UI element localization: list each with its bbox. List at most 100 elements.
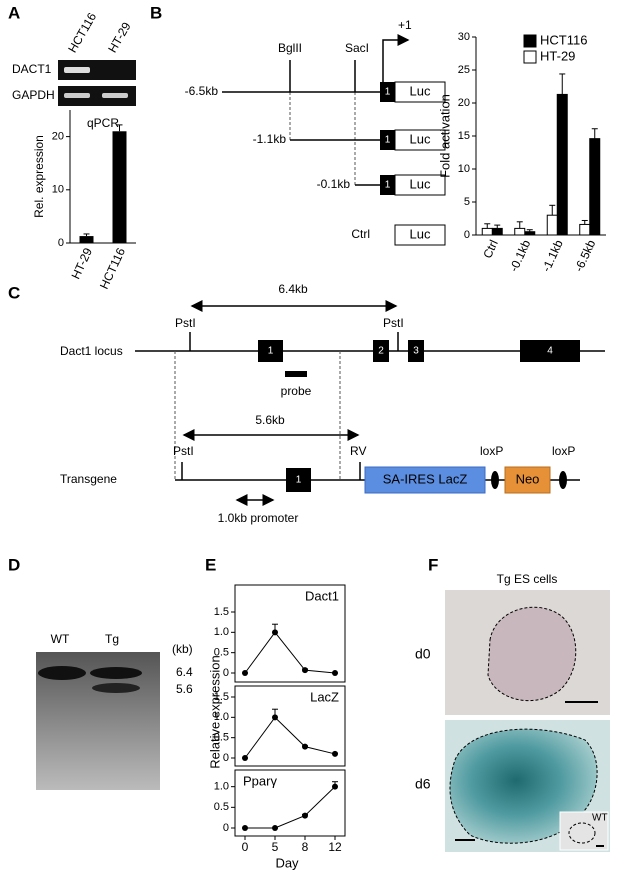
size-label: 5.6kb bbox=[255, 413, 285, 427]
exon-label: 1 bbox=[385, 87, 391, 98]
exon-box bbox=[408, 340, 424, 362]
neo-box bbox=[504, 466, 551, 494]
site-label: PstI bbox=[173, 444, 194, 458]
x-tick-label: HCT116 bbox=[97, 245, 128, 291]
y-tick-label: 1.0 bbox=[214, 711, 229, 723]
y-tick-label: 10 bbox=[52, 184, 64, 196]
panel-title: Tg ES cells bbox=[497, 572, 558, 586]
luc-label: Luc bbox=[410, 176, 431, 191]
x-tick-label: HT-29 bbox=[69, 245, 96, 281]
lane-label: WT bbox=[51, 632, 70, 646]
exon-box bbox=[380, 130, 395, 150]
row-label: Dact1 locus bbox=[60, 344, 123, 358]
exon-label: 1 bbox=[296, 475, 302, 486]
bar bbox=[514, 227, 526, 236]
line bbox=[244, 631, 336, 674]
exon-box bbox=[286, 468, 311, 492]
x-axis-label: Day bbox=[275, 855, 299, 870]
loxp bbox=[559, 471, 567, 489]
gel-band bbox=[102, 93, 128, 98]
bar bbox=[556, 93, 568, 236]
point bbox=[302, 667, 308, 674]
size-label: 6.4kb bbox=[278, 282, 308, 296]
exon-box bbox=[520, 340, 580, 362]
exon-label: 1 bbox=[385, 180, 391, 191]
loxp-label: loxP bbox=[480, 444, 503, 458]
band-label: 5.6 bbox=[176, 682, 193, 696]
probe-bar bbox=[285, 371, 307, 377]
y-tick-label: 1.0 bbox=[214, 781, 229, 793]
exon-label: 4 bbox=[547, 346, 553, 357]
gel-band bbox=[92, 683, 140, 693]
gel-strip bbox=[58, 60, 136, 80]
panel-label: D bbox=[8, 555, 20, 574]
y-tick-label: 5 bbox=[464, 196, 470, 208]
loxp bbox=[491, 471, 499, 489]
day-label: d6 bbox=[415, 776, 431, 792]
bar bbox=[79, 236, 94, 243]
lane-label: HT-29 bbox=[105, 20, 134, 56]
y-tick-label: 0.5 bbox=[214, 732, 229, 744]
row-label: GAPDH bbox=[12, 88, 55, 102]
panel-labels: A B C D E F bbox=[8, 3, 438, 574]
construct-label: -1.1kb bbox=[253, 132, 287, 146]
bar bbox=[491, 227, 503, 236]
chart-title: Pparγ bbox=[243, 773, 277, 788]
legend-swatch bbox=[523, 50, 537, 64]
panel-c-diagram: Dact1 locus Transgene PstI PstI 6.4kb 1 … bbox=[60, 282, 605, 525]
site-label: RV bbox=[350, 444, 366, 458]
x-tick-label: 0 bbox=[242, 840, 249, 854]
x-tick-label: 12 bbox=[328, 840, 342, 854]
panel-label: E bbox=[205, 555, 216, 574]
plot-frame bbox=[234, 685, 346, 767]
y-axis-label: Relative expression bbox=[207, 655, 222, 768]
gel-band bbox=[64, 67, 90, 73]
luc-label: Luc bbox=[410, 131, 431, 146]
neo-label: Neo bbox=[516, 471, 540, 486]
construct-label: -0.1kb bbox=[317, 177, 351, 191]
lane-label: Tg bbox=[105, 632, 119, 646]
panel-label: C bbox=[8, 283, 20, 302]
exon-label: 2 bbox=[378, 346, 384, 357]
row-label: DACT1 bbox=[12, 62, 52, 76]
bar bbox=[546, 214, 558, 236]
point bbox=[302, 812, 308, 819]
x-tick-label: -0.1kb bbox=[507, 237, 534, 273]
panel-label: F bbox=[428, 555, 438, 574]
panel-label: B bbox=[150, 3, 162, 22]
unit-label: (kb) bbox=[172, 642, 193, 656]
site-label: SacI bbox=[345, 41, 369, 55]
panel-b-diagram: BglII SacI +1 -6.5kb -1.1kb -0.1kb Ctrl … bbox=[185, 18, 446, 246]
bar bbox=[579, 223, 591, 236]
lacz-box bbox=[364, 466, 486, 494]
panel-f-images: Tg ES cells WT d0 d6 bbox=[415, 572, 610, 852]
luc-label: Luc bbox=[410, 226, 431, 241]
promoter-label: 1.0kb promoter bbox=[218, 511, 299, 525]
bar bbox=[589, 138, 601, 236]
y-tick-label: 1.0 bbox=[214, 626, 229, 638]
luc-box bbox=[394, 224, 446, 246]
exon-box bbox=[380, 175, 395, 195]
panel-a-gel: HCT116 HT-29 DACT1 GAPDH bbox=[12, 10, 136, 106]
exon-label: 1 bbox=[385, 135, 391, 146]
gel-strip bbox=[58, 86, 136, 106]
y-tick-label: 0 bbox=[223, 752, 229, 764]
colony bbox=[488, 607, 576, 701]
luc-box bbox=[394, 81, 446, 103]
x-tick-label: -1.1kb bbox=[539, 237, 566, 273]
plot-frame bbox=[234, 584, 346, 683]
point bbox=[242, 825, 248, 831]
chart-title: Dact1 bbox=[305, 588, 339, 603]
line bbox=[245, 786, 336, 829]
plot-frame bbox=[234, 769, 346, 837]
y-tick-label: 25 bbox=[458, 64, 470, 76]
chart-title: LacZ bbox=[310, 689, 339, 704]
chart-title: qPCR bbox=[87, 116, 119, 130]
y-tick-label: 0 bbox=[223, 822, 229, 834]
y-tick-label: 0.5 bbox=[214, 801, 229, 813]
construct-boxes: 1 Luc 1 Luc 1 Luc Luc bbox=[380, 81, 446, 246]
luc-label: Luc bbox=[410, 83, 431, 98]
inset bbox=[559, 811, 609, 851]
construct-label: -6.5kb bbox=[185, 84, 219, 98]
point bbox=[242, 755, 248, 761]
